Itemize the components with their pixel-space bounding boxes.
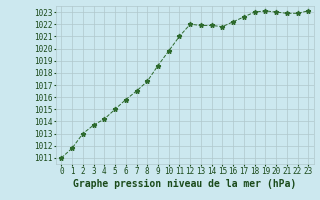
X-axis label: Graphe pression niveau de la mer (hPa): Graphe pression niveau de la mer (hPa) <box>73 179 296 189</box>
